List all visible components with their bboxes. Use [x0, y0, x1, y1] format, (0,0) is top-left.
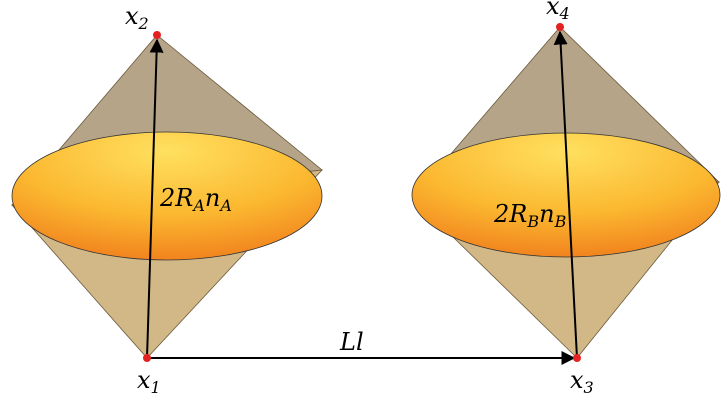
node-label: x1 [137, 366, 161, 397]
ellipse [11, 131, 323, 261]
point [573, 354, 581, 362]
subscript: A [218, 196, 232, 215]
part: n [539, 200, 554, 228]
vector-label: 2RAnA [159, 184, 232, 215]
point [556, 23, 564, 31]
part: 2R [159, 184, 193, 212]
subscript: 4 [559, 4, 570, 23]
node-label: x3 [570, 366, 594, 397]
part: 2R [493, 200, 527, 228]
symbol: x [137, 366, 151, 394]
node-label: x4 [546, 0, 570, 23]
subscript: A [191, 196, 205, 215]
vector-arrow [553, 30, 578, 359]
point [153, 31, 161, 39]
subscript: 2 [138, 14, 149, 33]
symbol: x [125, 2, 139, 30]
symbol: x [570, 366, 584, 394]
subscript: B [554, 212, 567, 231]
symbol: x [546, 0, 560, 20]
vector-arrow [146, 38, 164, 359]
vector-label: 2RBnB [493, 200, 567, 231]
subscript: B [526, 212, 539, 231]
point [143, 354, 151, 362]
region-b [411, 26, 721, 359]
region-a [11, 34, 324, 359]
points [143, 23, 581, 362]
node-label: x2 [125, 2, 149, 33]
subscript: 3 [584, 378, 594, 397]
subscript: 1 [151, 378, 161, 397]
part: n [205, 184, 220, 212]
separation-label: Ll [339, 328, 364, 356]
